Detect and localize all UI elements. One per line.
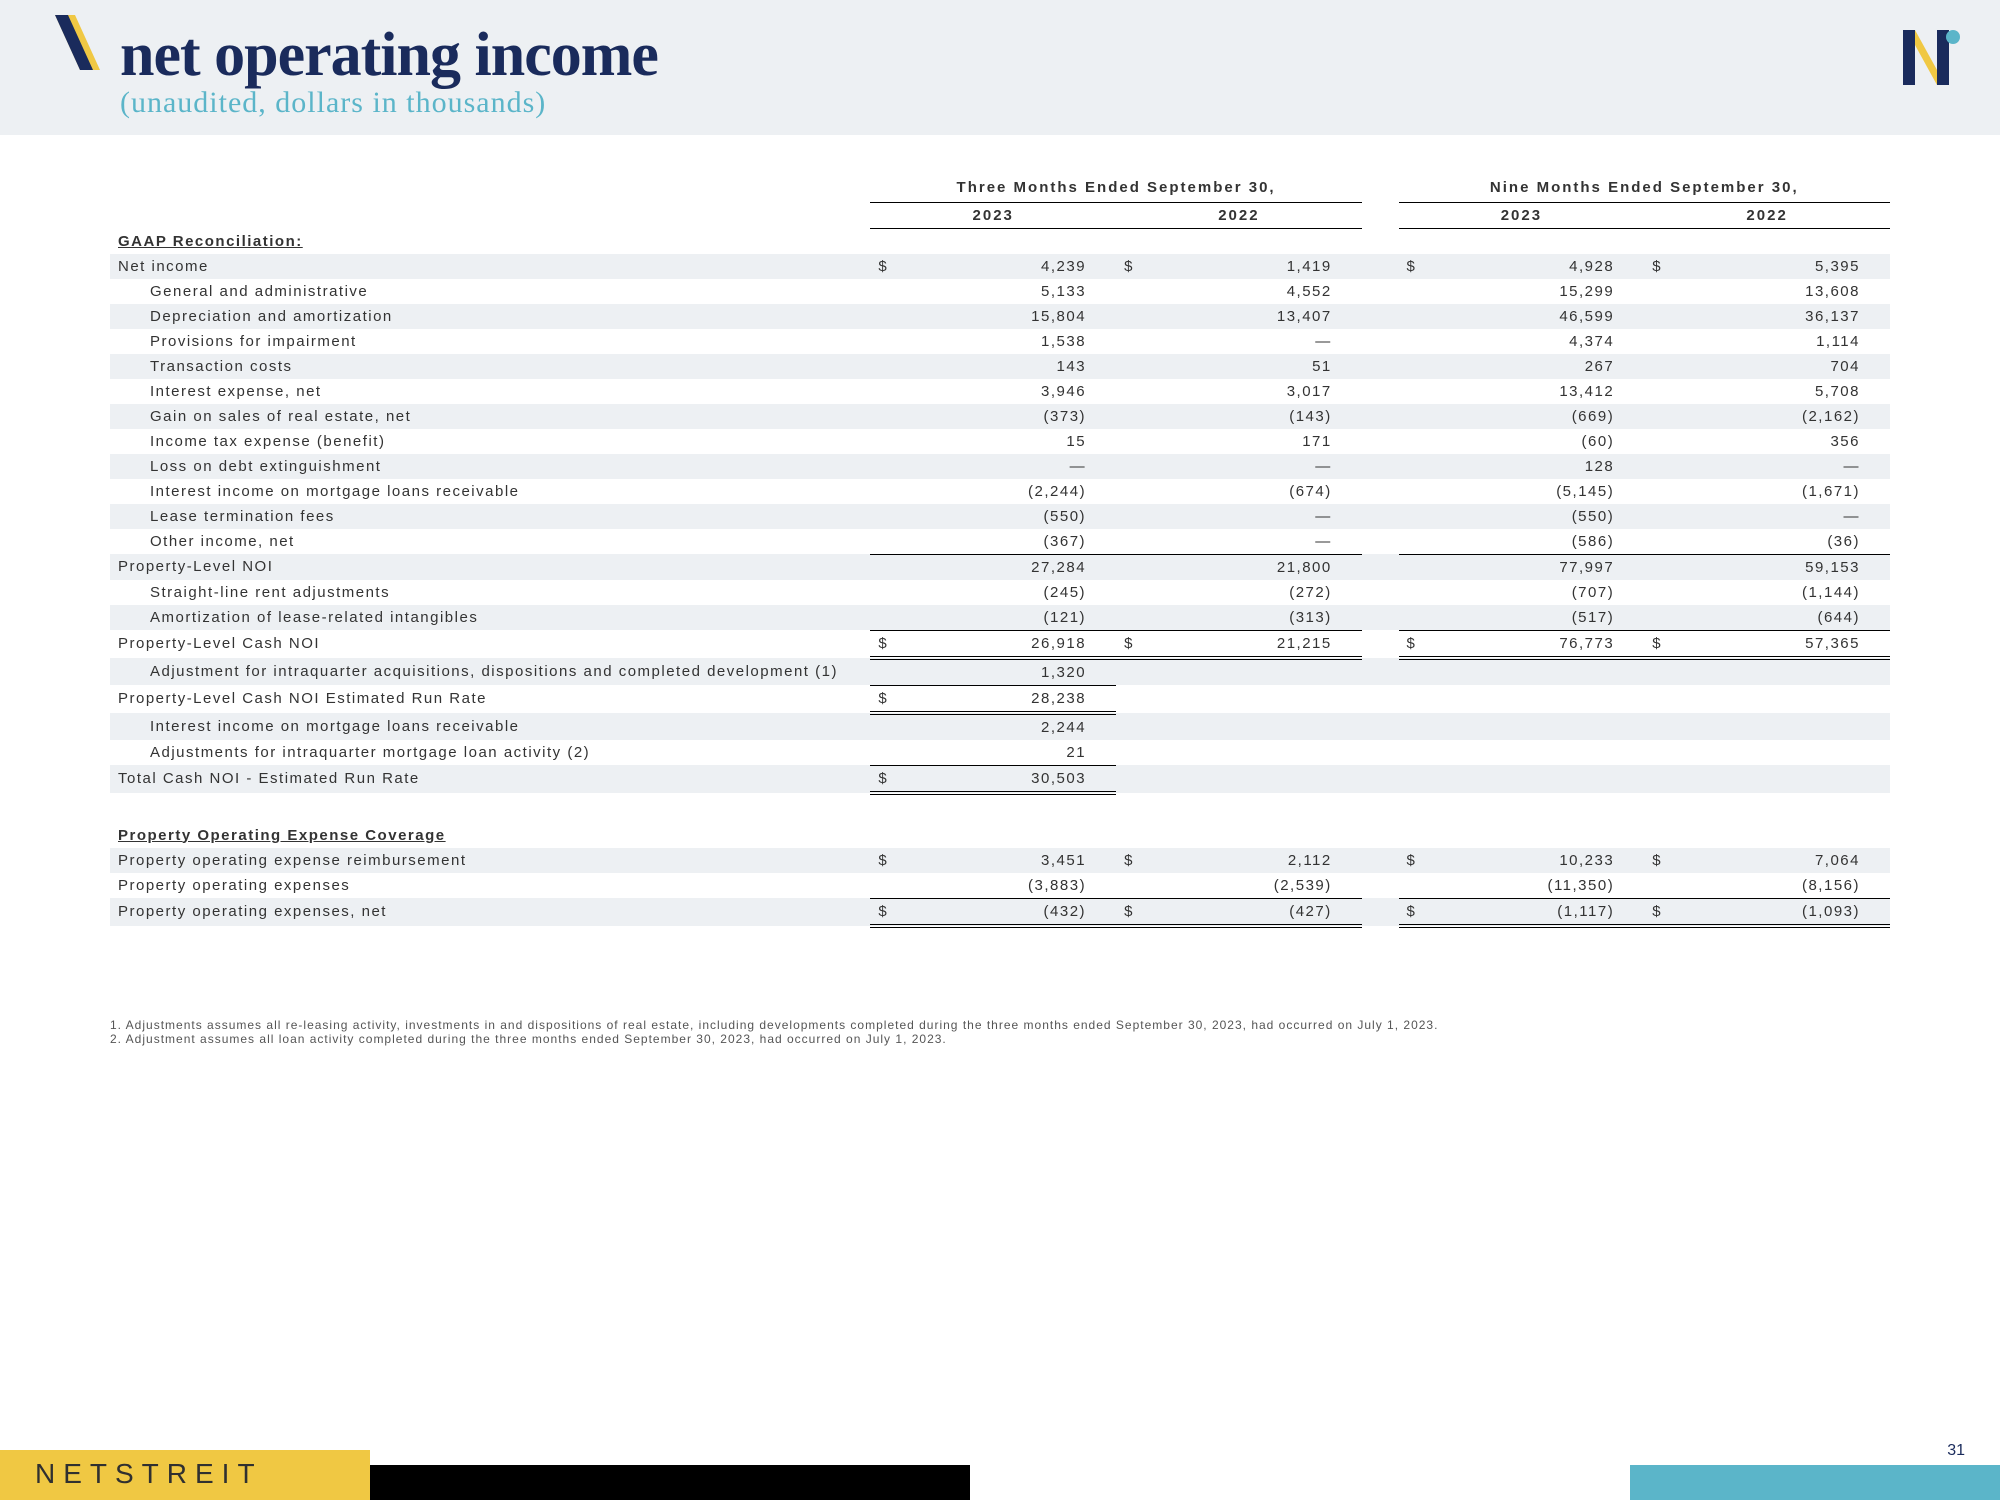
page-title: net operating income: [120, 20, 2000, 91]
footnote-2: 2. Adjustment assumes all loan activity …: [110, 1032, 1890, 1046]
section-propexp: Property Operating Expense Coverage: [110, 823, 1890, 848]
row-adjmtg: Adjustments for intraquarter mortgage lo…: [110, 740, 1890, 766]
title-accent-icon: [50, 10, 105, 80]
footnote-1: 1. Adjustments assumes all re-leasing ac…: [110, 1018, 1890, 1032]
year-1: 2023: [870, 203, 1116, 229]
footer: NETSTREIT 31: [0, 1450, 2000, 1500]
row-tcrr: Total Cash NOI - Estimated Run Rate$30,5…: [110, 765, 1890, 793]
row-plcnoi: Property-Level Cash NOI$26,918$21,215$76…: [110, 630, 1890, 658]
row-da: Depreciation and amortization15,80413,40…: [110, 304, 1890, 329]
content-area: Three Months Ended September 30, Nine Mo…: [0, 135, 2000, 1046]
row-ga: General and administrative5,1334,55215,2…: [110, 279, 1890, 304]
spacer: [110, 793, 1890, 823]
row-plnoi: Property-Level NOI27,28421,80077,99759,1…: [110, 554, 1890, 580]
row-amort: Amortization of lease-related intangible…: [110, 605, 1890, 631]
footer-blue-block: [1630, 1465, 2000, 1500]
row-lease: Lease termination fees(550)—(550)—: [110, 504, 1890, 529]
row-loss: Loss on debt extinguishment——128—: [110, 454, 1890, 479]
footer-black-block: [370, 1465, 970, 1500]
row-prov: Provisions for impairment1,538—4,3741,11…: [110, 329, 1890, 354]
year-header-row: 2023 2022 2023 2022: [110, 203, 1890, 229]
row-sladj: Straight-line rent adjustments(245)(272)…: [110, 580, 1890, 605]
row-other: Other income, net(367)—(586)(36): [110, 529, 1890, 555]
footnotes: 1. Adjustments assumes all re-leasing ac…: [110, 1018, 1890, 1046]
row-plcrr: Property-Level Cash NOI Estimated Run Ra…: [110, 685, 1890, 713]
row-net-income: Net income$4,239$1,419$4,928$5,395: [110, 254, 1890, 279]
section-gaap: GAAP Reconciliation:: [110, 229, 1890, 254]
row-poe: Property operating expenses(3,883)(2,539…: [110, 873, 1890, 899]
year-4: 2022: [1644, 203, 1890, 229]
footer-brand: NETSTREIT: [35, 1458, 263, 1490]
row-adjacq: Adjustment for intraquarter acquisitions…: [110, 658, 1890, 686]
year-2: 2022: [1116, 203, 1362, 229]
period-header-row: Three Months Ended September 30, Nine Mo…: [110, 175, 1890, 203]
period-1-header: Three Months Ended September 30,: [870, 175, 1361, 203]
period-2-header: Nine Months Ended September 30,: [1399, 175, 1890, 203]
page-subtitle: (unaudited, dollars in thousands): [120, 86, 2000, 120]
row-intexp: Interest expense, net3,9463,01713,4125,7…: [110, 379, 1890, 404]
row-trans: Transaction costs14351267704: [110, 354, 1890, 379]
row-gain: Gain on sales of real estate, net(373)(1…: [110, 404, 1890, 429]
row-intinc2: Interest income on mortgage loans receiv…: [110, 713, 1890, 740]
header-band: net operating income (unaudited, dollars…: [0, 0, 2000, 135]
year-3: 2023: [1399, 203, 1645, 229]
row-poen: Property operating expenses, net$(432)$(…: [110, 898, 1890, 926]
row-tax: Income tax expense (benefit)15171(60)356: [110, 429, 1890, 454]
title-block: net operating income (unaudited, dollars…: [120, 20, 2000, 120]
row-intinc: Interest income on mortgage loans receiv…: [110, 479, 1890, 504]
financial-table: Three Months Ended September 30, Nine Mo…: [110, 175, 1890, 928]
page-number: 31: [1947, 1442, 1965, 1460]
company-logo-icon: [1895, 25, 1960, 90]
row-poer: Property operating expense reimbursement…: [110, 848, 1890, 873]
